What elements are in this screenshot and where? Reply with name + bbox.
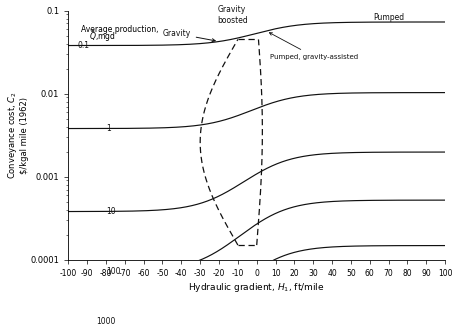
Text: Average production,: Average production, (82, 25, 159, 34)
Text: 1: 1 (106, 124, 111, 133)
Text: 10: 10 (106, 207, 115, 216)
Text: 0.1: 0.1 (78, 41, 90, 50)
Text: Pumped, gravity-assisted: Pumped, gravity-assisted (269, 33, 358, 60)
X-axis label: Hydraulic gradient, $H_1$, ft/mile: Hydraulic gradient, $H_1$, ft/mile (188, 280, 325, 293)
Text: Pumped: Pumped (374, 13, 405, 22)
Text: $\bar{Q}$,mgd: $\bar{Q}$,mgd (89, 29, 116, 44)
Y-axis label: Conveyance cost, $C_2$
$/kgal mile (1962): Conveyance cost, $C_2$ $/kgal mile (1962… (5, 91, 29, 179)
Text: 100: 100 (106, 267, 120, 276)
Text: 1000: 1000 (97, 317, 116, 326)
Text: Gravity: Gravity (163, 29, 215, 42)
Text: Gravity
boosted: Gravity boosted (217, 5, 248, 25)
